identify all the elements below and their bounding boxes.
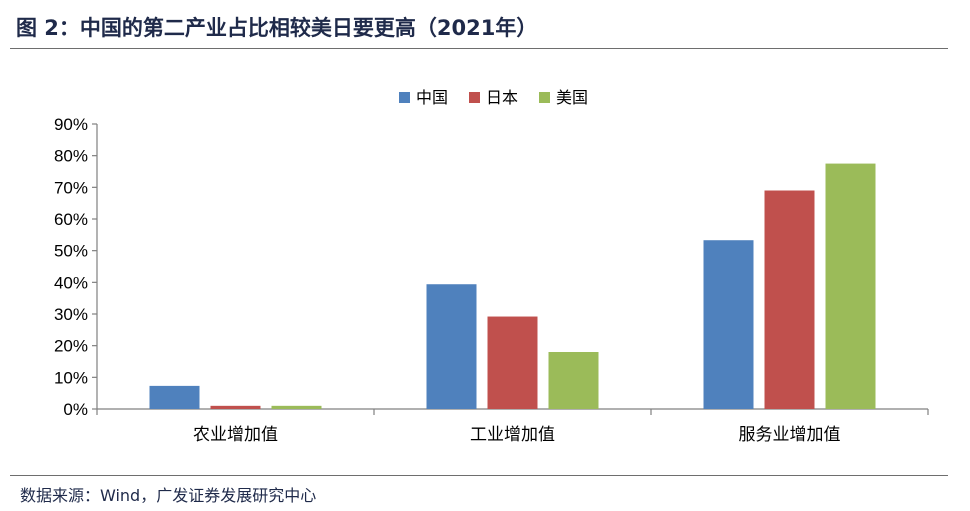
legend-label: 美国 [556, 88, 588, 107]
y-tick-label: 20% [54, 337, 88, 356]
figure-title: 图 2：中国的第二产业占比相较美日要更高（2021年） [16, 16, 538, 40]
y-tick-label: 50% [54, 242, 88, 261]
bars [149, 163, 876, 409]
x-category-label: 农业增加值 [193, 425, 278, 445]
bar-2-1 [210, 405, 261, 409]
bar-2-2 [487, 316, 538, 409]
bar-2-3 [764, 190, 815, 409]
y-tick-label: 10% [54, 368, 88, 387]
legend-swatch [539, 92, 550, 103]
legend: 中国 日本 美国 [399, 88, 588, 107]
y-tick-label: 80% [54, 147, 88, 166]
y-tick-label: 30% [54, 305, 88, 324]
y-axis: 0% 10% 20% 30% 40% 50% 60% 70% 80% 90% [54, 115, 98, 419]
bar-3-3 [825, 163, 876, 409]
bar-1-1 [149, 385, 200, 409]
legend-label: 日本 [486, 88, 518, 107]
source-divider [10, 475, 948, 476]
y-tick-label: 40% [54, 273, 88, 292]
y-tick-label: 60% [54, 210, 88, 229]
y-tick-label: 70% [54, 178, 88, 197]
x-category-label: 工业增加值 [470, 425, 555, 445]
x-category-label: 服务业增加值 [739, 425, 841, 445]
legend-label: 中国 [416, 88, 448, 107]
title-divider [10, 48, 948, 49]
legend-swatch [399, 92, 410, 103]
bar-1-3 [703, 240, 754, 409]
source-note: 数据来源：Wind，广发证券发展研究中心 [20, 486, 317, 505]
y-tick-label: 90% [54, 115, 88, 134]
bar-3-1 [271, 405, 322, 409]
x-axis: 农业增加值 工业增加值 服务业增加值 [96, 408, 929, 445]
bar-3-2 [548, 352, 599, 409]
y-tick-label: 0% [63, 400, 88, 419]
bar-1-2 [426, 284, 477, 409]
legend-swatch [469, 92, 480, 103]
